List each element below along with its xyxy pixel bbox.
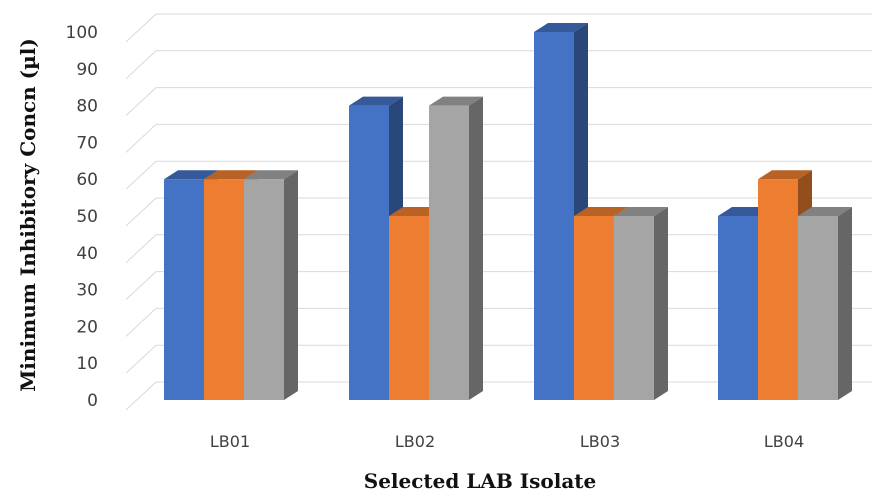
x-tick-label: LB01 <box>210 432 250 451</box>
y-tick-label: 70 <box>76 133 98 153</box>
bar-side <box>838 207 852 400</box>
bar-top <box>534 23 588 32</box>
bar-top <box>429 96 483 106</box>
bar <box>614 207 668 400</box>
y-tick-label: 30 <box>76 281 98 301</box>
bar-front <box>164 179 204 400</box>
y-axis-title: Minimum Inhibitory Concn (µl) <box>16 38 40 392</box>
bar-top <box>798 207 852 216</box>
bar-front <box>349 105 389 400</box>
gridline-diagonal <box>125 344 157 374</box>
bar <box>429 96 483 400</box>
gridline-diagonal <box>125 308 157 337</box>
bar-front <box>758 179 798 400</box>
y-tick-label: 60 <box>76 170 98 190</box>
y-tick-label: 90 <box>76 60 98 80</box>
bar-top <box>204 170 258 180</box>
gridline-diagonal <box>125 197 157 227</box>
bar-front <box>534 32 574 400</box>
bar-front <box>718 216 758 400</box>
y-tick-label: 0 <box>87 391 98 411</box>
gridline-diagonal <box>125 271 157 300</box>
bar-front <box>244 179 284 400</box>
x-tick-label: LB04 <box>764 432 804 451</box>
y-tick-label: 50 <box>76 207 98 227</box>
gridline-diagonal <box>125 87 157 116</box>
bar-side <box>284 170 298 400</box>
y-axis-ticks: 0 10 20 30 40 50 60 70 80 90 100 <box>66 23 98 411</box>
y-tick-label: 80 <box>76 97 98 117</box>
gridline-diagonal <box>125 13 157 43</box>
bars <box>164 23 852 400</box>
bar-side <box>654 207 668 400</box>
y-tick-label: 20 <box>76 317 98 337</box>
x-axis-title: Selected LAB Isolate <box>364 469 597 493</box>
x-axis-ticks: LB01 LB02 LB03 LB04 <box>210 432 804 451</box>
bar-top <box>244 170 298 180</box>
y-tick-label: 10 <box>76 354 98 374</box>
bar-front <box>389 216 429 400</box>
bar-front <box>614 216 654 400</box>
x-tick-label: LB03 <box>580 432 620 451</box>
y-tick-label: 40 <box>76 244 98 264</box>
bar-top <box>614 207 668 216</box>
gridline-diagonal <box>125 160 157 190</box>
x-tick-label: LB02 <box>395 432 435 451</box>
bar-front <box>574 216 614 400</box>
bar-front <box>204 179 244 400</box>
y-tick-label: 100 <box>66 23 98 43</box>
gridline-diagonal <box>125 124 157 153</box>
bar-side <box>469 96 483 400</box>
gridline-diagonal <box>125 234 157 264</box>
gridline-diagonal <box>125 50 157 80</box>
bar <box>244 170 298 400</box>
bar-top <box>574 207 628 216</box>
bar-front <box>429 105 469 400</box>
gridline-diagonal <box>125 381 157 411</box>
bar-top <box>349 96 403 106</box>
bar <box>798 207 852 400</box>
bar-top <box>164 170 218 180</box>
bar-front <box>798 216 838 400</box>
bar-top <box>758 170 812 180</box>
